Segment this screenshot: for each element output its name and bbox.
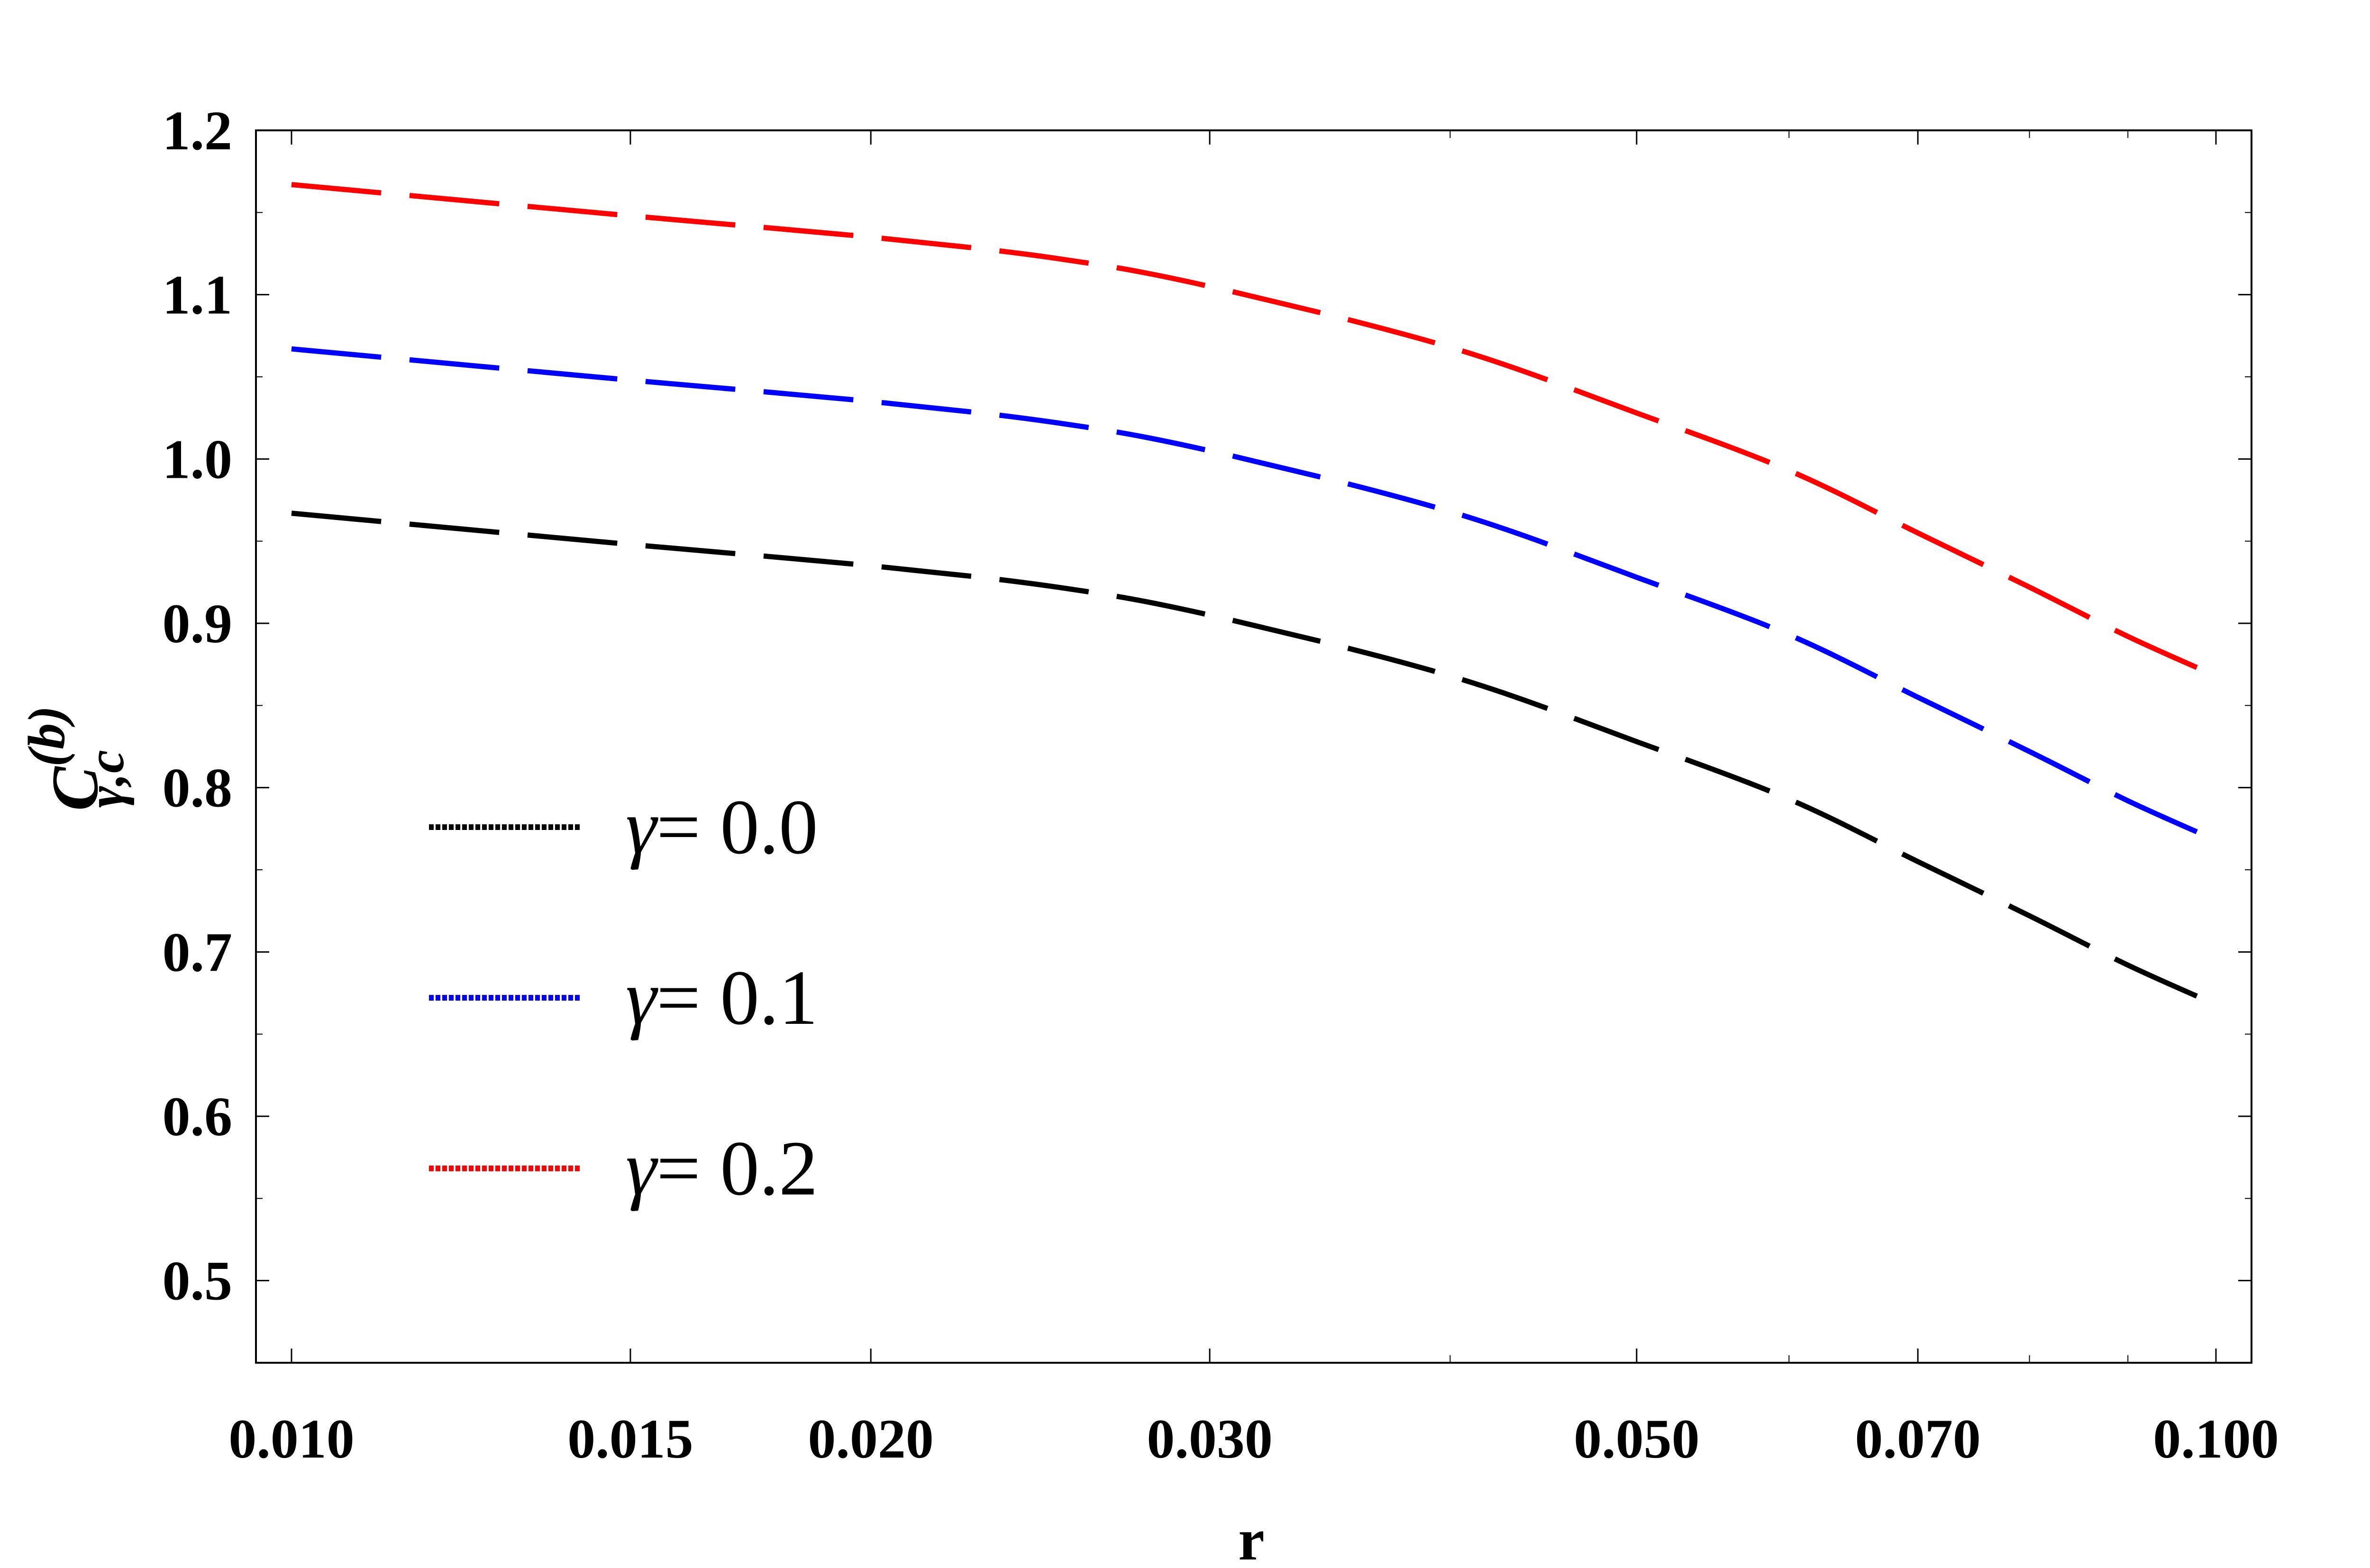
legend-label: γ= 0.2 — [626, 1125, 818, 1212]
legend-label: γ= 0.0 — [626, 784, 818, 870]
series-lines — [291, 182, 2217, 1007]
y-axis-label-subscript: γ,c — [77, 750, 135, 808]
series-line — [291, 511, 2217, 1007]
legend-label-symbol: γ — [626, 954, 658, 1041]
y-axis-label: C(b)γ,c — [18, 706, 135, 811]
x-axis-label: r — [1238, 1507, 1264, 1568]
legend-label-value: = 0.2 — [656, 1125, 818, 1212]
legend: γ= 0.0γ= 0.1γ= 0.2 — [429, 784, 818, 1212]
legend-label-value: = 0.0 — [656, 784, 818, 870]
x-tick-label: 0.050 — [1574, 1408, 1700, 1470]
x-tick-label: 0.015 — [567, 1408, 693, 1470]
svg-text:C(b)γ,c: C(b)γ,c — [18, 706, 135, 811]
plot-frame — [255, 129, 2252, 1364]
y-axis-label-base: C — [38, 766, 112, 811]
y-tick-label: 1.0 — [163, 428, 233, 490]
y-tick-label: 1.1 — [163, 264, 233, 326]
x-tick-label: 0.100 — [2153, 1408, 2279, 1470]
legend-label-symbol: γ — [626, 784, 658, 870]
x-tick-label: 0.010 — [228, 1408, 355, 1470]
y-tick-label: 1.2 — [163, 100, 233, 162]
x-tick-label: 0.030 — [1147, 1408, 1273, 1470]
y-tick-label: 0.7 — [163, 921, 233, 983]
legend-label-symbol: γ — [626, 1125, 658, 1212]
series-line — [291, 346, 2217, 843]
y-axis-label-superscript: (b) — [18, 706, 75, 766]
y-tick-label: 0.5 — [163, 1250, 233, 1312]
axis-ticks: 0.5 0.6 0.7 0.8 0.9 1.0 1.1 1.2 0.010 0.015 0.020 0… — [163, 100, 2279, 1470]
y-tick-label: 0.8 — [163, 757, 233, 819]
x-tick-label: 0.070 — [1855, 1408, 1981, 1470]
x-tick-label: 0.020 — [808, 1408, 934, 1470]
y-tick-label: 0.6 — [163, 1085, 233, 1148]
legend-label: γ= 0.1 — [626, 954, 818, 1041]
legend-label-value: = 0.1 — [656, 954, 818, 1041]
series-line — [291, 182, 2217, 678]
y-tick-label: 0.9 — [163, 593, 233, 655]
